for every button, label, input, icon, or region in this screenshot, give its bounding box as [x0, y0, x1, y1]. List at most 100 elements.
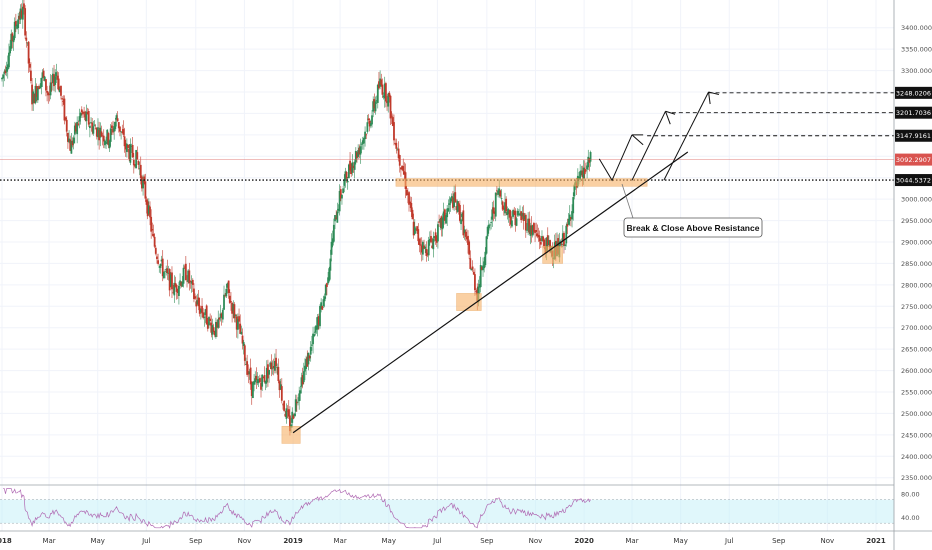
candle-body [373, 99, 376, 109]
candle-body [199, 309, 202, 313]
candle-body [338, 190, 341, 212]
trendline [292, 151, 689, 434]
candle-body [514, 210, 517, 226]
candle-body [245, 364, 247, 365]
candle-body [486, 226, 489, 237]
candle-body [48, 94, 51, 96]
overlays [0, 91, 894, 444]
candle-body [432, 238, 435, 250]
candle-body [272, 365, 275, 368]
candle-body [135, 150, 138, 169]
candle-body [307, 352, 310, 365]
candle-body [205, 305, 208, 325]
candle-body [461, 213, 464, 217]
candle-body [188, 270, 191, 284]
candle-body [154, 247, 157, 254]
candle-body [388, 92, 391, 97]
candle-body [63, 98, 66, 121]
resistance-zone [395, 178, 648, 187]
candle-body [289, 415, 291, 432]
candle-body [539, 241, 542, 245]
candle-body [193, 288, 195, 300]
candle-body [509, 216, 512, 225]
candle-body [454, 192, 457, 203]
candle-body [421, 241, 424, 255]
candle-body [345, 171, 348, 179]
candle-body [368, 120, 371, 127]
candle-body [252, 382, 254, 398]
candle-body [294, 399, 297, 412]
candle-body [439, 219, 442, 222]
candle-body [253, 381, 255, 385]
candle-body [381, 84, 384, 95]
candle-body [302, 371, 305, 383]
candle-body [426, 252, 429, 256]
candle-body [371, 115, 373, 125]
grid [0, 0, 894, 531]
candle-body [524, 214, 527, 231]
candle-body [309, 346, 312, 355]
candle-body [79, 112, 82, 118]
y-tick-label: 2650.0000 [901, 346, 932, 354]
candle-body [445, 215, 447, 224]
candle-body [571, 211, 573, 220]
candle-body [275, 357, 277, 367]
candle-body [110, 125, 113, 129]
candle-body [61, 98, 64, 100]
candle-body [520, 211, 523, 221]
candle-body [280, 386, 283, 401]
candle-body [5, 66, 8, 72]
candle-body [313, 334, 316, 337]
candle-body [265, 367, 268, 383]
candle-body [298, 393, 301, 402]
candle-body [6, 64, 9, 70]
candle-body [387, 93, 390, 107]
candle-body [469, 258, 472, 269]
candle-body [53, 74, 55, 87]
candle-body [127, 144, 129, 148]
candle-body [581, 170, 584, 178]
price-label-support-bg [895, 174, 932, 187]
candle-body [443, 209, 446, 221]
candle-body [548, 240, 550, 246]
candle-body [516, 210, 519, 216]
y-tick-label: 3000.0000 [901, 196, 932, 204]
candle-body [395, 142, 398, 149]
candle-body [586, 165, 588, 170]
candle-body [45, 79, 47, 91]
candle-body [375, 100, 378, 102]
candle-body [68, 138, 70, 143]
y-tick-label: 2750.0000 [901, 303, 932, 311]
candle-body [474, 274, 476, 291]
candle-body [492, 207, 495, 214]
candle-body [95, 127, 98, 137]
candle-body [403, 171, 406, 175]
candle-body [366, 122, 369, 132]
annotation-callout: Break & Close Above Resistance [621, 183, 763, 238]
price-label-current: 3092.2907 [896, 156, 931, 164]
candle-body [580, 170, 583, 175]
candle-body [124, 143, 127, 150]
candle-body [306, 357, 309, 367]
candle-body [502, 207, 505, 210]
candle-body [90, 122, 92, 124]
candle-body [365, 134, 368, 136]
candle-body [409, 201, 412, 204]
candle-body [86, 112, 89, 114]
candle-body [457, 203, 460, 207]
candle-body [452, 197, 454, 208]
candle-body [3, 71, 6, 74]
candle-body [292, 415, 295, 419]
candle-body [418, 238, 421, 245]
candle-body [528, 218, 531, 233]
candle-body [287, 409, 290, 417]
candle-body [410, 202, 413, 212]
candle-body [317, 316, 320, 325]
candle-body [35, 85, 38, 97]
candle-body [588, 158, 591, 163]
projection-path [663, 91, 709, 181]
candle-body [367, 118, 370, 121]
candle-body [456, 201, 459, 212]
y-tick-label: 2350.0000 [901, 474, 932, 482]
candle-body [42, 70, 45, 78]
